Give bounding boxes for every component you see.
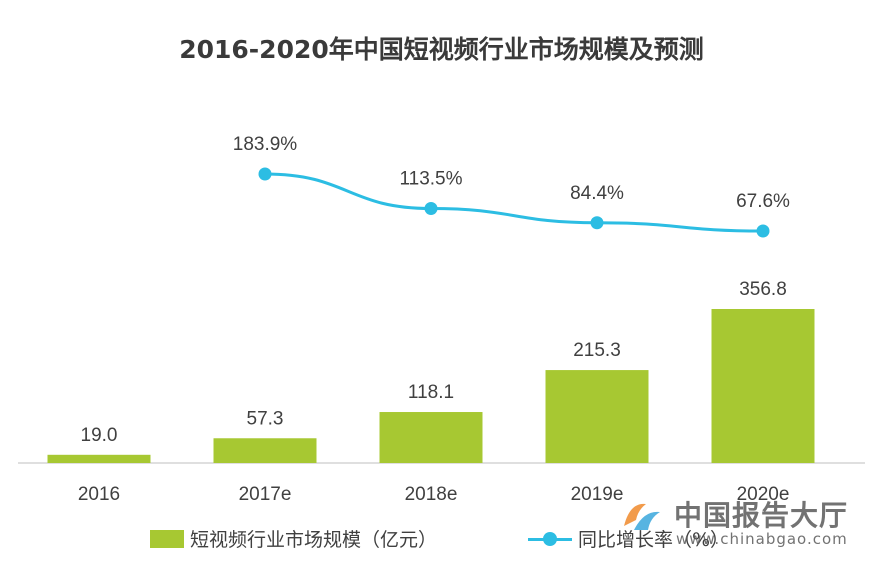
growth-rate-label: 67.6% (736, 191, 790, 212)
legend-item-bar: 短视频行业市场规模（亿元） (150, 525, 437, 552)
legend: 短视频行业市场规模（亿元） 同比增长率（%） (0, 525, 883, 557)
watermark-url: www.chinabgao.com (676, 530, 848, 548)
bar-2016 (47, 454, 151, 463)
legend-label-line: 同比增长率（%） (578, 529, 730, 551)
x-tick-label: 2017e (239, 484, 292, 505)
legend-item-line: 同比增长率（%） (528, 525, 729, 552)
legend-line-swatch (528, 530, 572, 548)
x-tick-label: 2019e (571, 484, 624, 505)
watermark-title: 中国报告大厅 (674, 499, 849, 532)
x-tick-label: 2018e (405, 484, 458, 505)
watermark-logo-icon (624, 503, 660, 530)
growth-rate-point (756, 224, 770, 238)
watermark: 中国报告大厅 www.chinabgao.com (620, 494, 875, 549)
bar-data-label: 19.0 (81, 425, 118, 446)
bar-data-label: 57.3 (247, 408, 284, 429)
bar-data-label: 215.3 (573, 340, 621, 361)
bar-2018e (379, 412, 483, 463)
x-tick-label: 2016 (78, 484, 120, 505)
growth-rate-label: 183.9% (233, 134, 298, 155)
bar-data-label: 118.1 (408, 382, 454, 403)
growth-rate-point (258, 167, 272, 181)
growth-rate-label: 113.5% (399, 169, 462, 190)
growth-rate-line (264, 172, 764, 233)
growth-rate-label: 84.4% (570, 183, 624, 204)
chart-title: 2016-2020年中国短视频行业市场规模及预测 (179, 35, 704, 64)
x-tick-label: 2020e (737, 484, 790, 505)
bar-2017e (213, 438, 317, 463)
growth-rate-point (424, 202, 438, 216)
legend-bar-swatch (150, 529, 184, 548)
bar-2019e (545, 370, 649, 463)
bar-data-label: 356.8 (739, 279, 787, 300)
legend-label-bar: 短视频行业市场规模（亿元） (190, 529, 438, 551)
growth-rate-point (590, 216, 604, 230)
bar-2020e (711, 309, 815, 463)
